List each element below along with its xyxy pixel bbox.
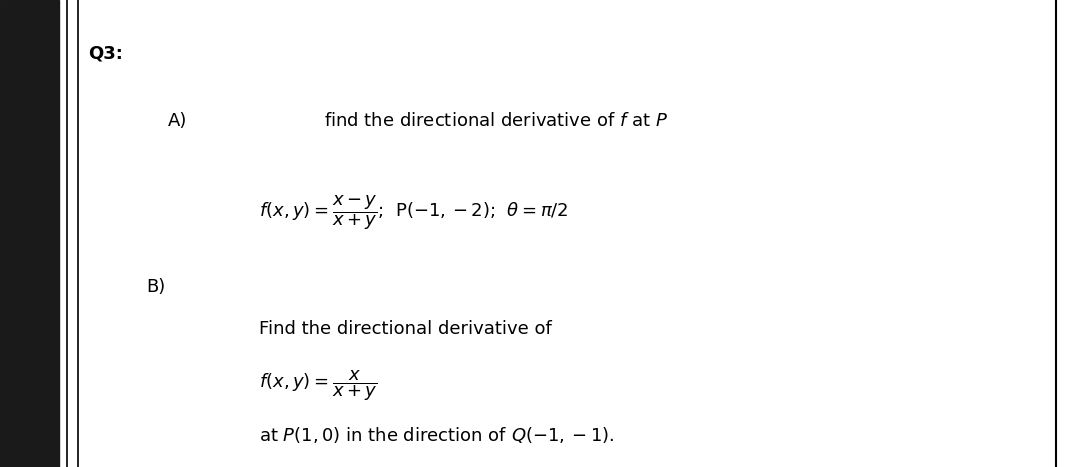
Text: Q3:: Q3: xyxy=(89,45,123,63)
Text: $f(x, y) = \dfrac{x}{x + y}$: $f(x, y) = \dfrac{x}{x + y}$ xyxy=(259,368,378,403)
Text: $f(x, y) = \dfrac{x - y}{x + y}$;  $\mathrm{P}(-1, -2)$;  $\theta = \pi/2$: $f(x, y) = \dfrac{x - y}{x + y}$; $\math… xyxy=(259,193,568,232)
Text: A): A) xyxy=(167,113,187,130)
Text: Find the directional derivative of: Find the directional derivative of xyxy=(259,320,552,338)
Text: B): B) xyxy=(146,278,165,296)
Text: find the directional derivative of $f$ at $P$: find the directional derivative of $f$ a… xyxy=(324,113,669,130)
Bar xyxy=(0,0,59,467)
Text: at $P(1, 0)$ in the direction of $Q(-1, -1)$.: at $P(1, 0)$ in the direction of $Q(-1, … xyxy=(259,425,615,445)
